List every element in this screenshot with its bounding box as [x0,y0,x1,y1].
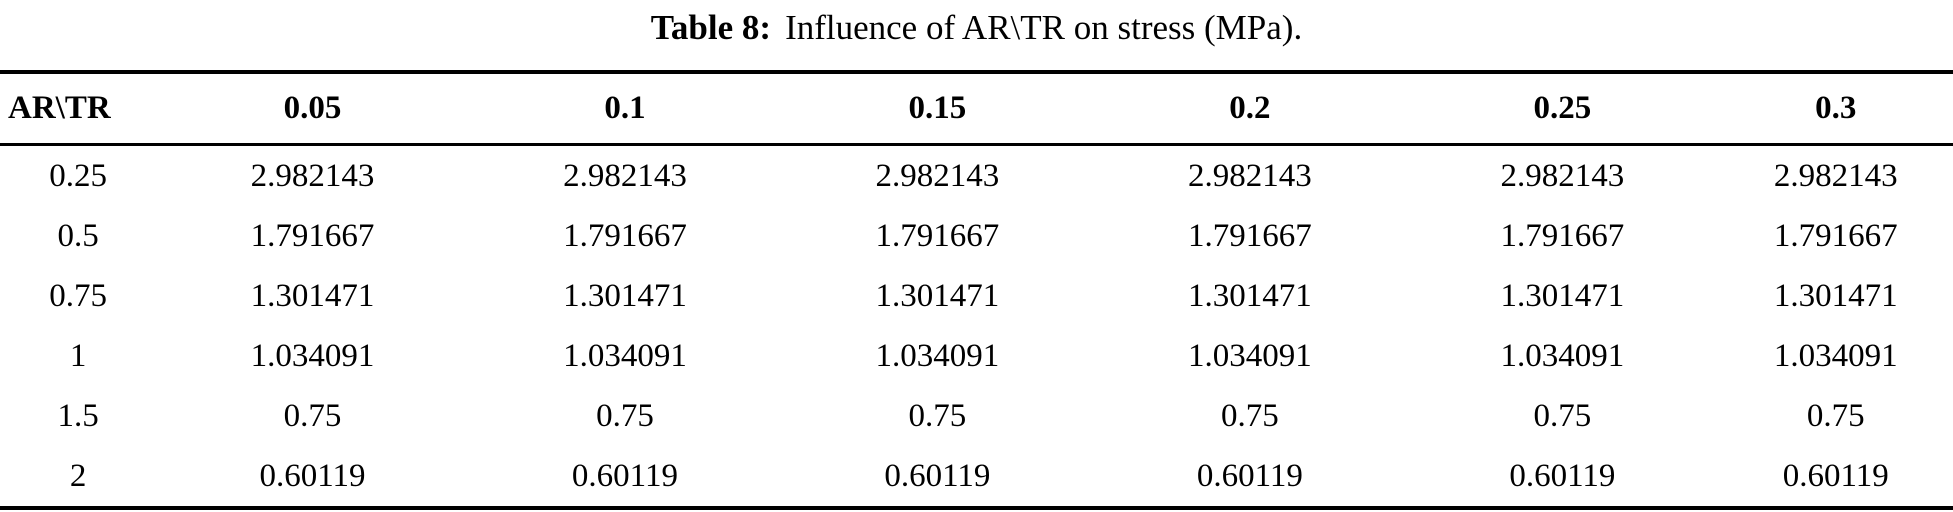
data-cell: 0.75 [283,397,342,434]
row-header-cell: 0.5 [57,217,99,254]
data-cell: 1.791667 [1773,217,1898,254]
data-cell: 1.034091 [563,337,687,374]
column-header-tr-015: 0.15 [908,90,967,126]
data-cell: 0.75 [596,397,654,434]
data-cell: 1.034091 [250,337,375,374]
data-cell: 1.301471 [875,277,1000,314]
data-cell: 0.60119 [1509,457,1616,494]
table-caption-text: Influence of AR\TR on stress (MPa). [785,8,1303,47]
data-cell: 1.301471 [250,277,375,314]
stress-table: AR\TR 0.05 0.1 0.15 0.2 0.25 0.3 0.25 2.… [0,70,1953,510]
table-row: 1 1.034091 1.034091 1.034091 1.034091 1.… [0,326,1953,386]
table-caption-label: Table 8: [650,8,772,47]
column-header-tr-01: 0.1 [604,90,646,126]
data-cell: 1.791667 [1188,217,1312,254]
table-row: 0.25 2.982143 2.982143 2.982143 2.982143… [0,145,1953,207]
column-header-tr-005: 0.05 [283,90,342,126]
data-cell: 2.982143 [563,157,687,194]
data-cell: 1.791667 [563,217,687,254]
header-row: AR\TR 0.05 0.1 0.15 0.2 0.25 0.3 [0,72,1953,145]
data-cell: 0.75 [1806,397,1865,434]
data-cell: 1.791667 [875,217,1000,254]
table-row: 0.75 1.301471 1.301471 1.301471 1.301471… [0,266,1953,326]
data-cell: 1.791667 [250,217,375,254]
column-header-artr: AR\TR [8,90,111,126]
row-header-cell: 1.5 [57,397,99,434]
data-cell: 1.791667 [1500,217,1625,254]
data-cell: 2.982143 [1773,157,1898,194]
data-cell: 0.60119 [571,457,678,494]
data-cell: 1.034091 [1500,337,1625,374]
table-row: 2 0.60119 0.60119 0.60119 0.60119 0.6011… [0,446,1953,508]
data-cell: 2.982143 [250,157,375,194]
data-cell: 0.75 [908,397,967,434]
row-header-cell: 0.25 [49,157,107,194]
table-caption: Table 8: Influence of AR\TR on stress (MP… [0,0,1953,70]
data-cell: 0.60119 [259,457,366,494]
row-header-cell: 2 [69,457,87,494]
column-header-tr-025: 0.25 [1533,90,1592,126]
row-header-cell: 0.75 [49,277,107,314]
data-cell: 0.60119 [884,457,991,494]
data-cell: 0.60119 [1782,457,1889,494]
data-cell: 2.982143 [1500,157,1625,194]
data-cell: 2.982143 [1188,157,1312,194]
data-cell: 1.034091 [875,337,1000,374]
data-cell: 0.75 [1533,397,1592,434]
data-cell: 1.034091 [1773,337,1898,374]
data-cell: 2.982143 [875,157,1000,194]
data-cell: 1.301471 [1773,277,1898,314]
data-cell: 1.034091 [1188,337,1312,374]
data-cell: 1.301471 [1500,277,1625,314]
table-row: 1.5 0.75 0.75 0.75 0.75 0.75 0.75 [0,386,1953,446]
data-cell: 1.301471 [563,277,687,314]
row-header-cell: 1 [69,337,87,374]
column-header-tr-03: 0.3 [1815,90,1857,126]
data-cell: 0.60119 [1196,457,1303,494]
data-cell: 1.301471 [1188,277,1312,314]
column-header-tr-02: 0.2 [1229,90,1271,126]
table-row: 0.5 1.791667 1.791667 1.791667 1.791667 … [0,206,1953,266]
data-cell: 0.75 [1221,397,1279,434]
